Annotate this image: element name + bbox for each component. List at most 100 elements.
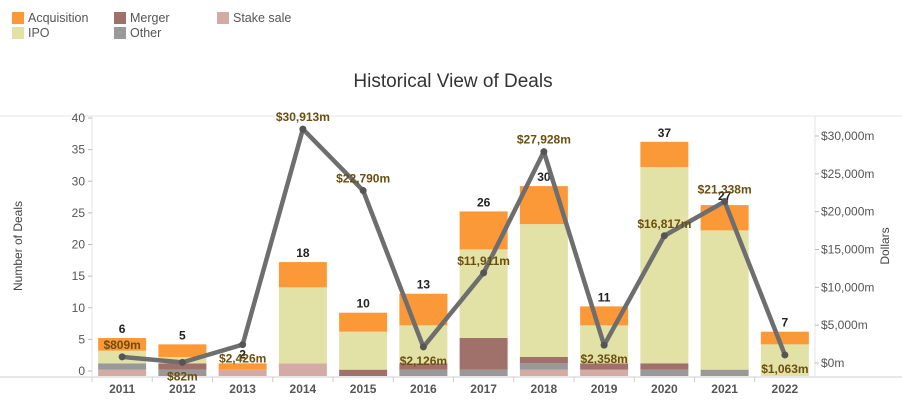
legend-item-merger[interactable]: Merger bbox=[114, 11, 170, 25]
dollars-point-label: $27,928m bbox=[517, 133, 571, 147]
legend-item-stake-sale[interactable]: Stake sale bbox=[217, 11, 291, 25]
x-tick-label: 2012 bbox=[169, 382, 196, 396]
dollars-point bbox=[239, 341, 247, 349]
bar-segment-merger bbox=[640, 363, 689, 370]
dollars-point bbox=[118, 353, 126, 361]
bar-total-label: 10 bbox=[356, 297, 370, 311]
x-tick-label: 2015 bbox=[350, 382, 377, 396]
y2-tick-label: $25,000m bbox=[821, 167, 874, 181]
y-tick-label: 15 bbox=[72, 269, 86, 283]
dollars-point bbox=[781, 351, 789, 359]
dollars-point-label: $809m bbox=[103, 338, 140, 352]
bar-segment-acquisition bbox=[218, 363, 267, 370]
bar-segment-merger bbox=[519, 357, 568, 364]
y-tick-label: 10 bbox=[72, 301, 86, 315]
legend-swatch-merger bbox=[114, 12, 126, 24]
legend-swatch-stake-sale bbox=[217, 12, 229, 24]
bar-total-label: 11 bbox=[598, 290, 611, 304]
bar-segment-acquisition bbox=[640, 141, 689, 168]
y2-tick-label: $5,000m bbox=[821, 318, 868, 332]
bar-segment-other bbox=[700, 369, 749, 376]
total-labels: 6 5 2 18 10 13 26 30 11 37 27 7 bbox=[119, 126, 789, 362]
legend-label: Other bbox=[130, 26, 162, 40]
bar-segment-merger bbox=[158, 363, 207, 370]
dollars-point-label: $2,358m bbox=[580, 352, 627, 366]
legend-label: Acquisition bbox=[28, 11, 89, 25]
chart-title: Historical View of Deals bbox=[353, 71, 552, 92]
bar-total-label: 30 bbox=[537, 170, 551, 184]
bar-segment-acquisition bbox=[760, 331, 809, 345]
legend-item-other[interactable]: Other bbox=[114, 26, 161, 40]
dollars-point bbox=[359, 187, 367, 195]
legend-label: Merger bbox=[130, 11, 170, 25]
bar-total-label: 2 bbox=[239, 347, 246, 361]
bar-segment-ipo bbox=[700, 230, 749, 370]
legend-swatch-other bbox=[114, 27, 126, 39]
bar-segment-merger bbox=[399, 363, 448, 370]
chart-legend: Acquisition Merger Stake sale IPO Other bbox=[12, 11, 332, 45]
y-tick-label: 25 bbox=[72, 206, 86, 220]
dollar-labels: $809m $82m $2,426m $30,913m $22,790m $2,126m $… bbox=[103, 110, 808, 383]
x-tick-label: 2018 bbox=[531, 382, 558, 396]
bar-segment-merger bbox=[459, 338, 508, 370]
bar-segment-acquisition bbox=[339, 312, 388, 332]
x-tick-label: 2011 bbox=[109, 382, 135, 396]
dollars-point-label: $30,913m bbox=[276, 110, 330, 124]
bar-segment-other bbox=[459, 369, 508, 376]
y2-tick-label: $15,000m bbox=[821, 243, 874, 257]
x-tick-label: 2021 bbox=[711, 382, 738, 396]
y2-axis-label: Dollars bbox=[878, 227, 892, 264]
x-tick-label: 2017 bbox=[470, 382, 497, 396]
bar-total-label: 27 bbox=[718, 189, 732, 203]
y-axis-label: Number of Deals bbox=[11, 201, 25, 291]
y-tick-label: 30 bbox=[72, 174, 86, 188]
y2-tick-label: $10,000m bbox=[821, 280, 874, 294]
legend-item-ipo[interactable]: IPO bbox=[12, 26, 50, 40]
bar-segment-ipo bbox=[339, 331, 388, 370]
bar-segment-other bbox=[98, 363, 147, 370]
y-tick-label: 40 bbox=[72, 111, 86, 125]
x-tick-label: 2020 bbox=[651, 382, 678, 396]
bar-total-label: 6 bbox=[119, 322, 126, 336]
bar-segment-stake-sale bbox=[218, 369, 267, 376]
legend-label: IPO bbox=[28, 26, 50, 40]
x-tick-label: 2013 bbox=[229, 382, 256, 396]
bar-segment-stake-sale bbox=[98, 369, 147, 376]
bar-segment-other bbox=[399, 369, 448, 376]
dollars-point-label: $2,426m bbox=[219, 352, 266, 366]
dollars-point-label: $1,063m bbox=[761, 362, 808, 376]
bar-segment-stake-sale bbox=[519, 369, 568, 376]
dollars-point-label: $11,911m bbox=[457, 254, 510, 268]
bar-segment-merger bbox=[339, 369, 388, 376]
dollars-point bbox=[600, 341, 608, 349]
y-tick-label: 35 bbox=[72, 143, 86, 157]
y-tick-label: 20 bbox=[72, 238, 86, 252]
x-axis: 2011 2012 2013 2014 2015 2016 2017 2018 2019 2020… bbox=[91, 377, 799, 396]
dollars-point bbox=[178, 358, 186, 366]
bar-total-label: 18 bbox=[296, 246, 310, 260]
dollars-point-label: $82m bbox=[167, 369, 198, 383]
bar-segment-ipo bbox=[519, 224, 568, 358]
bar-segment-ipo bbox=[278, 287, 327, 364]
dollars-point-label: $2,126m bbox=[400, 354, 447, 368]
dollars-line bbox=[118, 125, 789, 366]
dollars-point bbox=[660, 232, 668, 240]
bar-segment-other bbox=[640, 369, 689, 376]
legend-item-acquisition[interactable]: Acquisition bbox=[12, 11, 88, 25]
bar-total-label: 5 bbox=[179, 328, 186, 342]
bar-segment-other bbox=[158, 369, 207, 376]
dollars-point bbox=[480, 269, 488, 277]
y2-tick-label: $20,000m bbox=[821, 205, 874, 219]
y-tick-label: 0 bbox=[78, 364, 85, 378]
bar-total-label: 26 bbox=[477, 195, 491, 209]
bar-segment-acquisition bbox=[158, 344, 207, 358]
y2-tick-label: $0m bbox=[821, 356, 844, 370]
dollars-point bbox=[721, 198, 729, 206]
bar-total-label: 13 bbox=[417, 278, 431, 292]
dollars-point bbox=[419, 343, 427, 351]
legend-swatch-acquisition bbox=[12, 12, 24, 24]
bar-total-label: 7 bbox=[782, 316, 789, 330]
y-tick-label: 5 bbox=[78, 332, 85, 346]
dollars-line-path bbox=[121, 126, 787, 365]
